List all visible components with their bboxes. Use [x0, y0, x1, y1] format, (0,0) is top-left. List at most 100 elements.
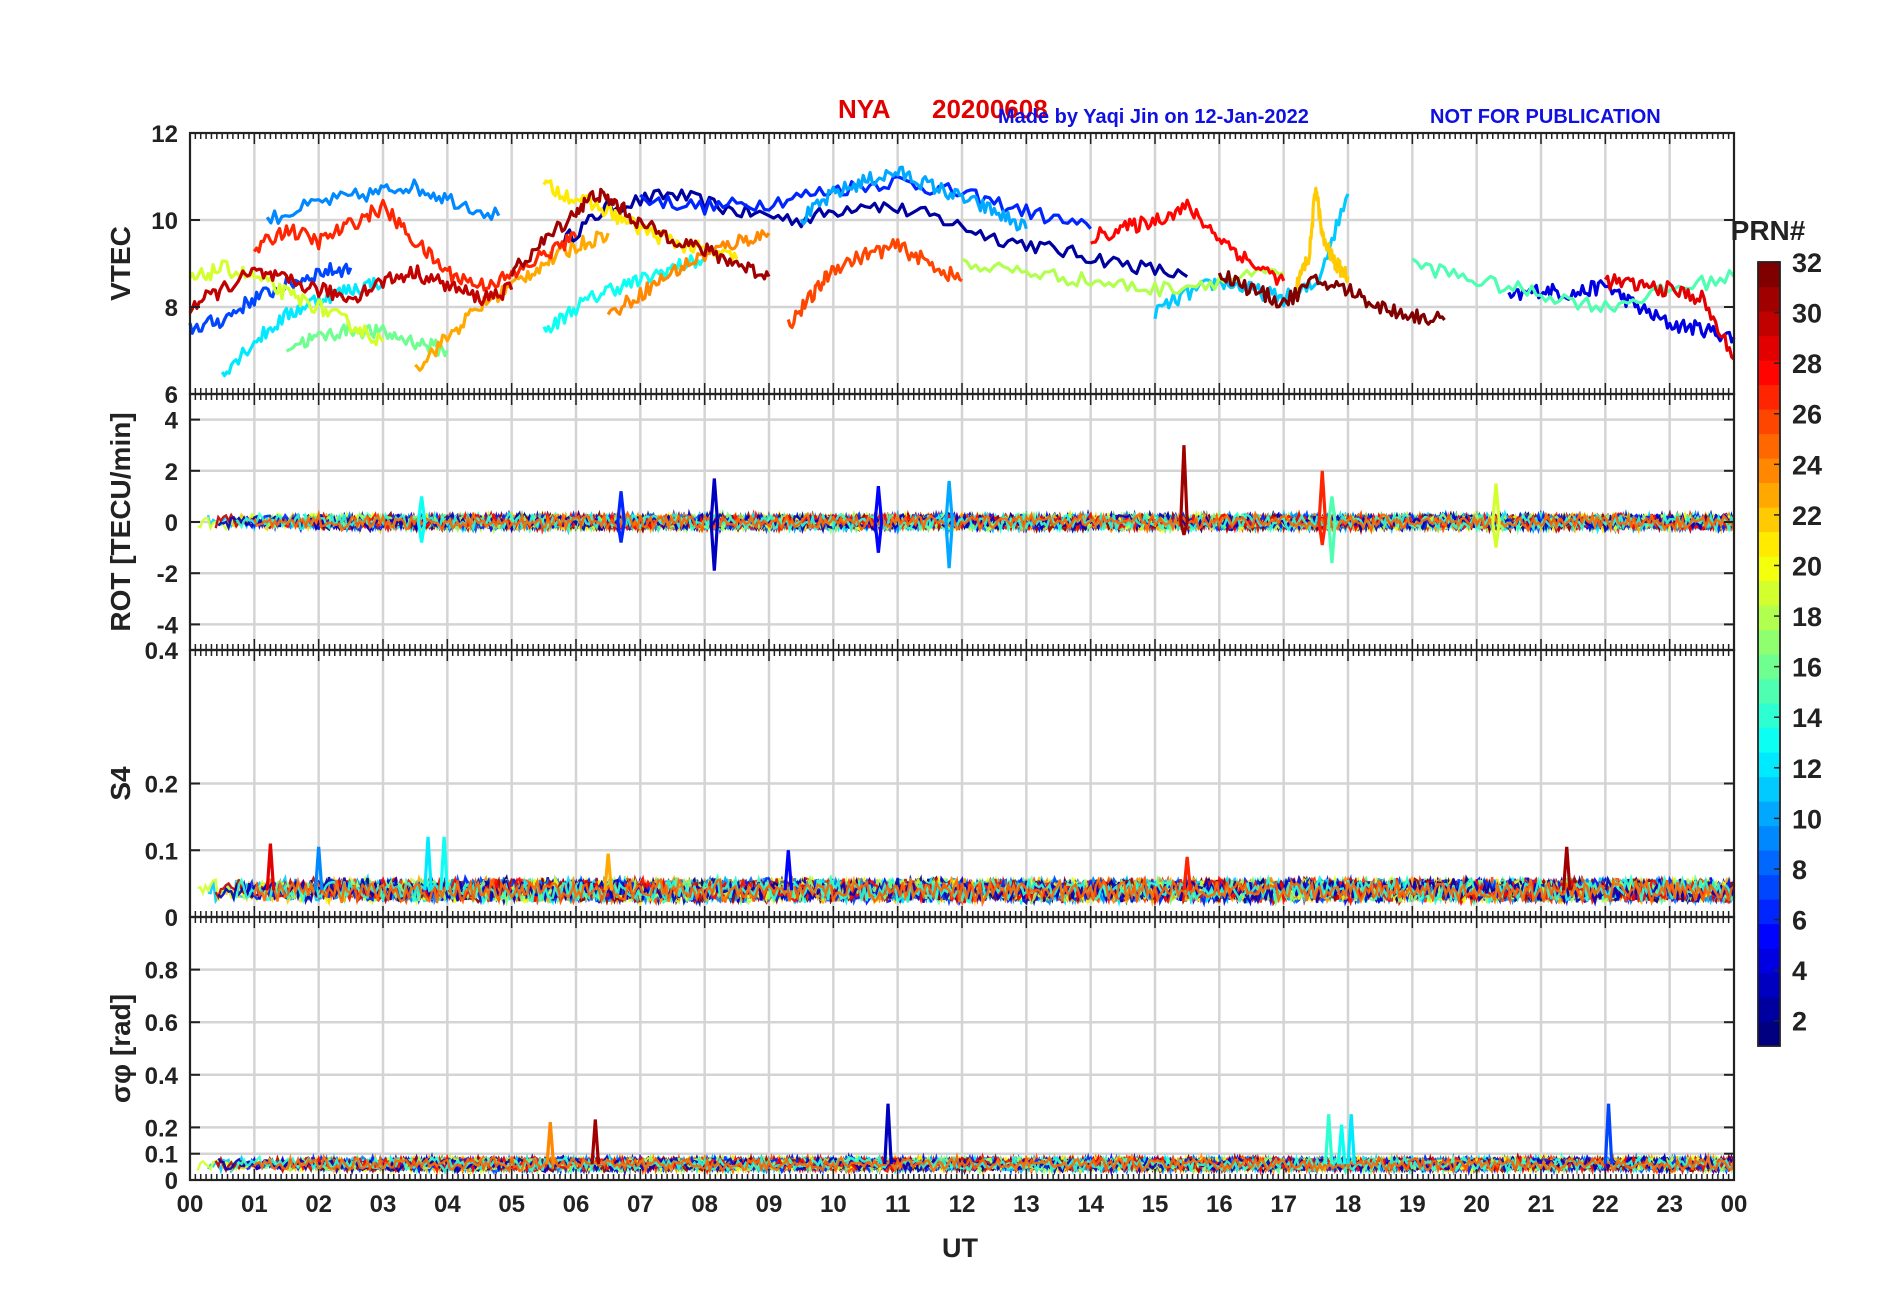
spike-mark: [1179, 445, 1189, 523]
series-line-prn-10: [799, 165, 1028, 232]
spike-mark: [1491, 483, 1501, 523]
y-tick-label: -4: [157, 612, 179, 639]
colorbar-frame: [1757, 261, 1781, 1047]
y-tick-label: 0: [165, 905, 178, 932]
spike-mark: [944, 480, 954, 523]
colorbar-tick-label: 20: [1792, 551, 1822, 581]
spike-mark: [1336, 1124, 1347, 1165]
series-line-prn-28: [1090, 198, 1286, 286]
series-line-prn-29: [1604, 273, 1736, 361]
series-line-prn-21: [542, 179, 739, 262]
x-tick-label: 05: [498, 1191, 525, 1218]
colorbar-tick-label: 2: [1792, 1007, 1807, 1037]
spike-mark: [590, 1119, 601, 1165]
x-tick-label: 00: [1721, 1191, 1748, 1218]
series-line-prn-32: [1217, 270, 1446, 326]
colorbar-segment: [1758, 311, 1780, 337]
y-tick-label: 6: [165, 382, 178, 409]
x-tick-label: 14: [1077, 1191, 1104, 1218]
spike-mark: [1561, 846, 1572, 891]
spike-mark: [709, 521, 720, 571]
colorbar-tick-label: 12: [1792, 754, 1822, 784]
colorbar-segment: [1758, 556, 1780, 582]
x-tick-label: 06: [563, 1191, 590, 1218]
y-tick-label: 12: [151, 121, 178, 148]
panel-3: 0 0.1 0.2 0.4 S4: [105, 638, 1736, 932]
series-line-prn-23: [414, 230, 610, 372]
spike-mark: [1323, 1114, 1334, 1165]
colorbar-segment: [1758, 752, 1780, 778]
spike-mark: [603, 853, 613, 891]
colorbar-tick-label: 24: [1792, 450, 1822, 480]
x-tick-label: 04: [434, 1191, 461, 1218]
colorbar-segment: [1758, 482, 1780, 508]
colorbar-segment: [1758, 997, 1780, 1023]
y-axis-label: σφ [rad]: [105, 994, 136, 1103]
series-line-prn-4: [1507, 279, 1736, 344]
colorbar-segment: [1758, 727, 1780, 753]
colorbar-tick-label: 18: [1792, 602, 1822, 632]
colorbar-tick-label: 22: [1792, 501, 1822, 531]
colorbar-segment: [1758, 703, 1780, 729]
colorbar-segment: [1758, 458, 1780, 484]
noise-line-prn-25: [253, 509, 1736, 535]
spike-mark: [416, 496, 427, 523]
series-line-prn-9: [265, 178, 501, 225]
colorbar-tick-label: 10: [1792, 804, 1822, 834]
x-tick-label: 19: [1399, 1191, 1426, 1218]
colorbar-title: PRN#: [1731, 215, 1806, 246]
y-axis-label: S4: [105, 766, 136, 801]
y-tick-label: 0.8: [145, 958, 178, 985]
y-tick-label: 0: [165, 1168, 178, 1195]
x-tick-label: 10: [820, 1191, 847, 1218]
series-line-prn-30: [188, 264, 514, 314]
x-tick-label: 16: [1206, 1191, 1233, 1218]
colorbar-segment: [1758, 654, 1780, 680]
notice-label: NOT FOR PUBLICATION: [1430, 106, 1661, 128]
panel-4: 00.10.2 0.4 0.6 0.8 σφ [rad]: [105, 915, 1736, 1195]
y-tick-label: 10: [151, 208, 178, 235]
x-tick-label: 22: [1592, 1191, 1619, 1218]
x-tick-label: 17: [1270, 1191, 1297, 1218]
spike-mark: [439, 836, 449, 891]
y-tick-label: 0.1: [145, 838, 178, 865]
spike-mark: [1317, 470, 1328, 523]
colorbar-segment: [1758, 384, 1780, 410]
spike-mark: [883, 1103, 893, 1165]
spike-mark: [1491, 521, 1501, 548]
colorbar-segment: [1758, 605, 1780, 631]
y-tick-label: 0.1: [145, 1142, 178, 1169]
spike-mark: [944, 521, 954, 569]
series-line-prn-19: [188, 259, 385, 347]
colorbar-segment: [1758, 262, 1780, 288]
colorbar-tick-label: 28: [1792, 349, 1822, 379]
x-tick-label: 21: [1528, 1191, 1555, 1218]
series-line-prn-6: [639, 175, 1092, 230]
x-axis-label: UT: [942, 1233, 978, 1263]
colorbar-tick-label: 6: [1792, 906, 1807, 936]
spike-mark: [1317, 521, 1328, 546]
series-line-prn-22: [1294, 186, 1350, 292]
x-tick-label: 13: [1013, 1191, 1040, 1218]
colorbar-segment: [1758, 850, 1780, 876]
colorbar-segment: [1758, 360, 1780, 386]
colorbar-segment: [1758, 972, 1780, 998]
spike-mark: [313, 846, 324, 891]
spike-mark: [709, 478, 720, 523]
credit-label: Made by Yaqi Jin on 12-Jan-2022: [998, 106, 1309, 128]
colorbar-segment: [1758, 801, 1780, 827]
spike-mark: [265, 843, 276, 891]
x-tick-label: 18: [1335, 1191, 1362, 1218]
series-line-prn-27: [252, 198, 578, 292]
x-tick-label: 11: [885, 1191, 910, 1218]
x-tick-label: 12: [949, 1191, 976, 1218]
spike-mark: [1182, 856, 1192, 891]
y-tick-label: 4: [165, 408, 179, 435]
colorbar-segment: [1758, 825, 1780, 851]
y-tick-label: 0.4: [145, 638, 179, 665]
series-line-prn-13: [542, 254, 706, 334]
y-tick-label: 0: [165, 510, 178, 537]
colorbar-tick-label: 26: [1792, 400, 1822, 430]
